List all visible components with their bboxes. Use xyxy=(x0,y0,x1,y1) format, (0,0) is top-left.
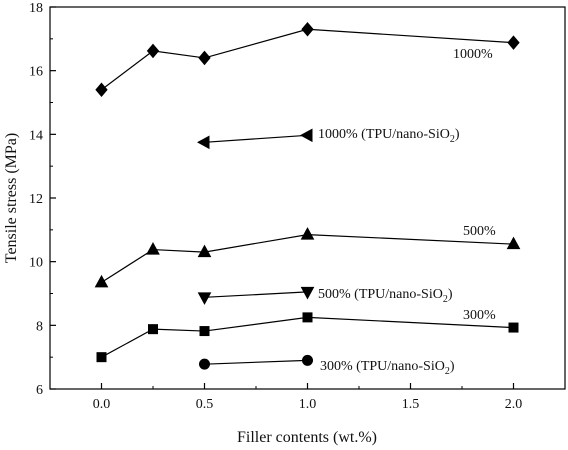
series-label-text: 500% (TPU/nano-SiO xyxy=(318,287,443,302)
plot-area xyxy=(49,6,566,390)
series-label: 1000% xyxy=(453,47,493,62)
series-labels: 1000%500%300%1000% (TPU/nano-SiO2)500% (… xyxy=(318,47,496,377)
y-tick-label: 16 xyxy=(29,65,43,80)
series-line xyxy=(101,28,514,91)
series-label: 1000% (TPU/nano-SiO2) xyxy=(318,127,460,145)
diamond-marker xyxy=(198,50,211,66)
triangle-up-marker xyxy=(506,236,521,250)
diamond-marker xyxy=(146,43,160,59)
y-axis-title: Tensile stress (MPa) xyxy=(3,133,20,263)
square-marker xyxy=(96,352,107,363)
series-layer xyxy=(94,22,521,370)
triangle-down-marker xyxy=(300,286,315,300)
series-label-text: 500% xyxy=(463,224,496,239)
x-tick-label: 1.0 xyxy=(299,397,317,412)
y-tick-label: 18 xyxy=(29,1,43,16)
triangle-up-marker xyxy=(300,227,315,240)
diamond-marker xyxy=(507,35,520,50)
circle-marker xyxy=(199,358,210,370)
x-tick-label: 0.5 xyxy=(196,397,214,412)
x-axis-ticks: 0.0 0.5 1.0 1.5 2.0 xyxy=(93,383,523,412)
series-label: 300% (TPU/nano-SiO2) xyxy=(320,359,455,377)
triangle-left-marker xyxy=(196,135,210,150)
series-label-close: ) xyxy=(455,127,460,142)
series-label-subscript: 2 xyxy=(443,294,448,305)
series-label-close: ) xyxy=(450,359,455,374)
triangle-up-marker xyxy=(197,244,212,258)
series-4 xyxy=(197,286,315,305)
series-3 xyxy=(196,128,313,150)
series-label-subscript: 2 xyxy=(450,134,455,145)
series-line xyxy=(204,134,308,143)
series-label-text: 1000% (TPU/nano-SiO xyxy=(318,127,450,142)
square-marker xyxy=(302,312,313,323)
diamond-marker xyxy=(301,22,314,37)
y-tick-label: 8 xyxy=(36,319,43,334)
series-5 xyxy=(199,354,313,370)
triangle-up-marker xyxy=(146,242,160,255)
series-line xyxy=(204,359,308,365)
triangle-up-marker xyxy=(94,274,109,288)
y-tick-label: 10 xyxy=(29,256,43,271)
y-axis-ticks: 6 8 10 12 14 16 18 xyxy=(29,1,56,398)
x-tick-label: 1.5 xyxy=(402,397,420,412)
triangle-left-marker xyxy=(299,128,313,143)
square-marker xyxy=(508,322,519,333)
series-line xyxy=(101,316,514,358)
series-label-subscript: 2 xyxy=(445,366,450,377)
series-0 xyxy=(95,22,520,98)
y-tick-label: 12 xyxy=(29,192,43,207)
plot-frame xyxy=(49,6,566,390)
series-line xyxy=(204,291,308,298)
series-label: 500% xyxy=(463,224,496,239)
square-marker xyxy=(148,324,158,335)
y-tick-label: 14 xyxy=(29,128,43,143)
series-label-close: ) xyxy=(448,287,453,302)
series-label: 500% (TPU/nano-SiO2) xyxy=(318,287,453,305)
series-label: 300% xyxy=(463,308,496,323)
square-marker xyxy=(199,326,210,337)
x-tick-label: 2.0 xyxy=(505,397,523,412)
series-1 xyxy=(94,227,521,288)
x-axis-title: Filler contents (wt.%) xyxy=(237,429,377,446)
circle-marker xyxy=(302,354,313,366)
diamond-marker xyxy=(95,82,108,98)
triangle-down-marker xyxy=(197,292,212,305)
series-label-text: 1000% xyxy=(453,47,493,62)
y-tick-label: 6 xyxy=(36,383,43,398)
series-label-text: 300% xyxy=(463,308,496,323)
series-2 xyxy=(96,312,519,363)
x-tick-label: 0.0 xyxy=(93,397,111,412)
series-label-text: 300% (TPU/nano-SiO xyxy=(320,359,445,374)
series-line xyxy=(101,234,514,283)
